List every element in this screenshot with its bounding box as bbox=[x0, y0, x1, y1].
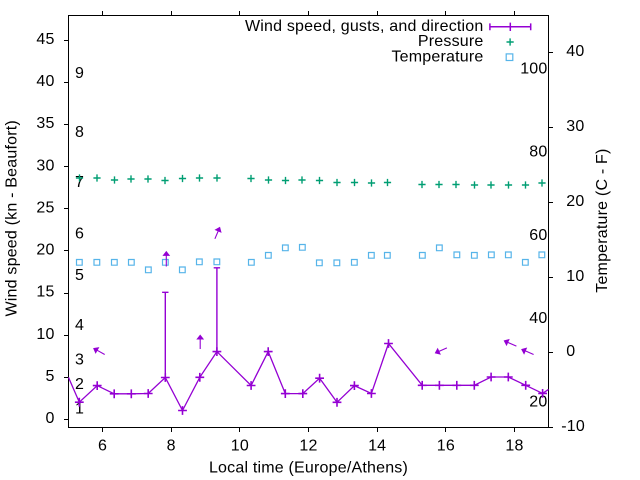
svg-text:Temperature: Temperature bbox=[391, 48, 483, 65]
svg-text:10: 10 bbox=[36, 326, 54, 343]
svg-text:40: 40 bbox=[529, 310, 547, 327]
svg-text:12: 12 bbox=[299, 437, 317, 454]
svg-text:20: 20 bbox=[566, 193, 584, 210]
svg-text:0: 0 bbox=[45, 410, 54, 427]
svg-text:8: 8 bbox=[75, 124, 84, 141]
svg-text:Wind speed (kn - Beaufort): Wind speed (kn - Beaufort) bbox=[4, 120, 21, 316]
svg-text:Temperature (C - F): Temperature (C - F) bbox=[594, 148, 611, 292]
svg-text:18: 18 bbox=[505, 437, 523, 454]
svg-text:80: 80 bbox=[529, 144, 547, 161]
svg-text:Wind speed, gusts, and directi: Wind speed, gusts, and direction bbox=[245, 18, 484, 35]
svg-text:40: 40 bbox=[36, 73, 54, 90]
svg-text:2: 2 bbox=[75, 376, 84, 393]
svg-text:30: 30 bbox=[36, 157, 54, 174]
svg-text:40: 40 bbox=[566, 43, 584, 60]
svg-text:100: 100 bbox=[520, 60, 547, 77]
svg-text:5: 5 bbox=[75, 267, 84, 284]
svg-text:30: 30 bbox=[566, 118, 584, 135]
svg-text:14: 14 bbox=[368, 437, 386, 454]
svg-text:20: 20 bbox=[36, 242, 54, 259]
svg-text:20: 20 bbox=[529, 393, 547, 410]
svg-text:-10: -10 bbox=[561, 418, 585, 435]
svg-text:0: 0 bbox=[566, 343, 575, 360]
svg-text:16: 16 bbox=[437, 437, 455, 454]
svg-text:Local time (Europe/Athens): Local time (Europe/Athens) bbox=[209, 459, 408, 476]
svg-text:5: 5 bbox=[45, 368, 54, 385]
svg-text:10: 10 bbox=[231, 437, 249, 454]
svg-text:35: 35 bbox=[36, 115, 54, 132]
svg-text:25: 25 bbox=[36, 199, 54, 216]
svg-text:4: 4 bbox=[75, 317, 84, 334]
svg-text:3: 3 bbox=[75, 352, 84, 369]
svg-text:7: 7 bbox=[75, 174, 84, 191]
svg-text:9: 9 bbox=[75, 65, 84, 82]
svg-text:1: 1 bbox=[75, 401, 84, 418]
svg-text:Pressure: Pressure bbox=[418, 33, 484, 50]
svg-text:6: 6 bbox=[98, 437, 107, 454]
svg-text:10: 10 bbox=[566, 268, 584, 285]
svg-text:45: 45 bbox=[36, 31, 54, 48]
svg-text:15: 15 bbox=[36, 284, 54, 301]
svg-text:60: 60 bbox=[529, 227, 547, 244]
svg-text:6: 6 bbox=[75, 225, 84, 242]
svg-text:8: 8 bbox=[167, 437, 176, 454]
